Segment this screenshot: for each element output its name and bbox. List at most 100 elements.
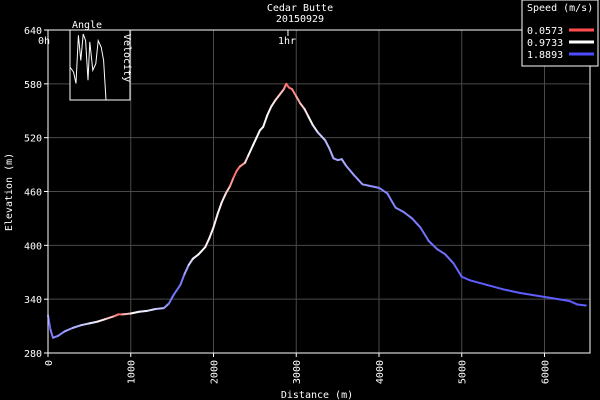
elevation-segment — [138, 309, 149, 313]
elevation-segment — [121, 312, 132, 316]
elevation-segment — [229, 177, 235, 188]
y-tick-label: 580 — [24, 80, 42, 91]
time-marker-label: 0h — [38, 36, 50, 47]
inset-title: Angle — [72, 20, 102, 31]
elevation-segment — [361, 183, 372, 188]
legend-entry-label: 0.0573 — [527, 26, 563, 37]
elevation-segment — [232, 169, 238, 180]
y-tick-label: 280 — [24, 349, 42, 360]
elevation-segment — [427, 239, 438, 250]
elevation-segment — [518, 291, 538, 297]
elevation-segment — [262, 114, 269, 128]
elevation-segment — [154, 307, 165, 311]
elevation-segment — [220, 192, 227, 204]
elevation-segment — [444, 253, 455, 265]
elevation-segment — [390, 199, 397, 209]
elevation-segment — [56, 330, 66, 337]
y-tick-label: 460 — [24, 188, 42, 199]
x-tick-label: 4000 — [375, 360, 386, 384]
axis-ticks: 280 340 400 460 520 580 640 0 1000 2000 3000 4000 50… — [24, 26, 552, 384]
time-marker-label: 1hr — [278, 36, 296, 47]
elevation-segment — [419, 226, 430, 242]
elevation-segment — [104, 315, 116, 320]
x-tick-label: 6000 — [540, 360, 551, 384]
inset-plot: Angle Velocity — [69, 20, 132, 101]
elevation-segment — [307, 116, 314, 127]
y-tick-label: 400 — [24, 241, 42, 252]
elevation-segment — [353, 174, 364, 186]
x-tick-label: 2000 — [209, 360, 220, 384]
grid-lines — [47, 29, 590, 354]
elevation-segment — [402, 211, 414, 220]
elevation-segment — [502, 288, 521, 294]
elevation-segment — [172, 283, 182, 296]
elevation-segment — [452, 262, 463, 278]
elevation-segment — [252, 136, 258, 146]
x-tick-label: 0 — [44, 360, 55, 366]
elevation-segment — [243, 154, 250, 164]
x-tick-label: 5000 — [458, 360, 469, 384]
elevation-segment — [278, 88, 285, 96]
elevation-segment — [344, 164, 356, 177]
y-tick-label: 520 — [24, 134, 42, 145]
elevation-segment — [179, 273, 186, 286]
elevation-segment — [291, 88, 298, 98]
elevation-segment — [377, 186, 389, 195]
x-tick-label: 1000 — [127, 360, 138, 384]
elevation-segment — [576, 303, 587, 307]
x-axis-label: Distance (m) — [281, 390, 353, 400]
elevation-segment — [146, 308, 157, 312]
elevation-segment — [316, 131, 327, 142]
elevation-segment — [224, 185, 232, 195]
elevation-segment — [187, 257, 194, 267]
y-axis-label: Elevation (m) — [4, 153, 15, 231]
elevation-segment — [49, 328, 54, 339]
elevation-segment — [311, 124, 319, 134]
elevation-segment — [299, 102, 306, 110]
inset-ylabel: Velocity — [121, 34, 132, 82]
legend-entry-label: 0.9733 — [527, 38, 563, 49]
elevation-segment — [183, 264, 190, 276]
elevation-series-line — [47, 82, 587, 339]
elevation-segment — [63, 326, 74, 333]
elevation-segment — [162, 302, 170, 310]
elevation-segment — [238, 161, 246, 168]
elevation-segment — [469, 279, 488, 286]
elevation-segment — [324, 139, 331, 150]
elevation-segment — [394, 206, 405, 214]
elevation-segment — [216, 201, 223, 215]
legend-entry-label: 1.8893 — [527, 50, 563, 61]
elevation-segment — [274, 93, 281, 101]
elevation-segment — [208, 226, 215, 240]
elevation-segment — [266, 105, 273, 117]
legend-title: Speed (m/s) — [527, 3, 593, 14]
inset-trace — [69, 33, 107, 101]
elevation-segment — [204, 237, 211, 249]
elevation-segment — [568, 299, 579, 306]
elevation-segment — [411, 217, 422, 229]
elevation-segment — [369, 185, 380, 189]
elevation-segment — [197, 246, 207, 256]
elevation-segment — [460, 275, 472, 282]
elevation-segment — [80, 322, 91, 327]
plot-frame — [47, 29, 591, 354]
elevation-segment — [247, 143, 255, 157]
elevation-segment — [535, 294, 554, 300]
chart-subtitle: 20150929 — [276, 14, 324, 25]
y-tick-label: 640 — [24, 26, 42, 37]
elevation-segment — [71, 324, 83, 329]
elevation-segment — [96, 317, 107, 323]
elevation-segment — [167, 293, 175, 305]
elevation-segment — [303, 107, 310, 119]
chart-title: Cedar Butte — [267, 3, 333, 14]
x-tick-label: 3000 — [292, 360, 303, 384]
elevation-segment — [295, 95, 302, 105]
elevation-segment — [340, 158, 347, 167]
inset-frame — [69, 29, 131, 101]
elevation-segment — [88, 320, 99, 325]
elevation-segment — [485, 283, 505, 291]
elevation-segment — [212, 212, 219, 229]
